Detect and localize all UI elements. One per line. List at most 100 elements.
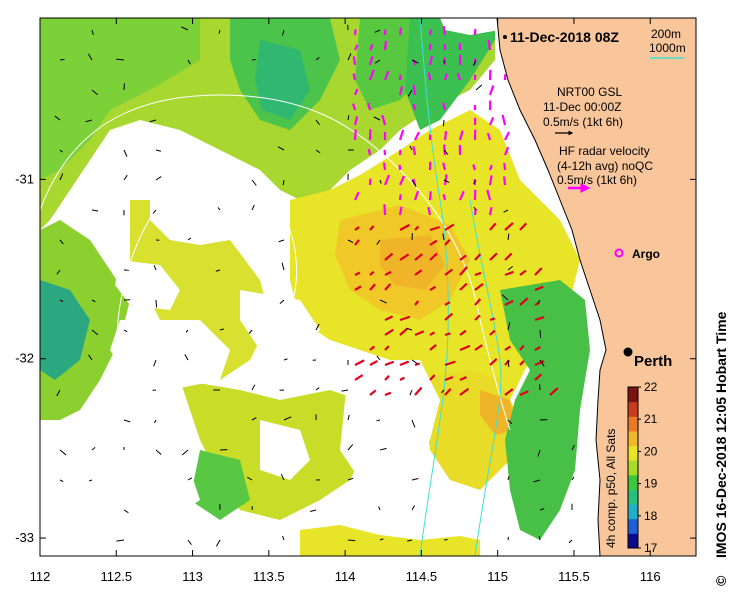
radar-velocity-arrow xyxy=(504,252,513,261)
model-velocity-arrow xyxy=(153,265,157,271)
colorbar-segment xyxy=(628,489,638,505)
radar-velocity-arrow xyxy=(429,239,438,246)
model-velocity-arrow xyxy=(507,233,510,241)
model-velocity-arrow xyxy=(59,449,67,456)
radar-velocity-arrow xyxy=(444,332,451,337)
radar-velocity-arrow xyxy=(429,331,436,336)
radar-velocity-arrow xyxy=(384,252,394,261)
y-tick-label: -32 xyxy=(15,351,34,366)
argo-label: Argo xyxy=(632,247,660,261)
radar-velocity-arrow xyxy=(504,222,514,231)
model-velocity-arrow xyxy=(507,419,513,425)
radar-velocity-arrow xyxy=(414,330,425,337)
colorbar-segment xyxy=(628,445,638,461)
model-velocity-arrow xyxy=(123,329,128,333)
model-velocity-arrow xyxy=(181,449,189,456)
radar-velocity-arrow xyxy=(353,129,357,141)
radar-velocity-arrow xyxy=(384,328,394,336)
radar-velocity-arrow xyxy=(414,362,421,367)
model-velocity-arrow xyxy=(218,29,221,34)
land-mass xyxy=(496,18,696,556)
radar-legend-line2: (4-12h avg) noQC xyxy=(557,159,653,173)
model-legend-line1: NRT00 GSL xyxy=(557,85,622,99)
model-velocity-arrow xyxy=(123,419,131,423)
radar-velocity-arrow xyxy=(352,103,357,111)
model-velocity-arrow xyxy=(315,323,320,331)
radar-velocity-arrow xyxy=(369,270,375,276)
model-velocity-arrow xyxy=(279,299,285,304)
radar-velocity-arrow xyxy=(352,56,357,66)
radar-legend-line1: HF radar velocity xyxy=(559,144,650,158)
model-velocity-arrow xyxy=(155,449,162,455)
radar-velocity-arrow xyxy=(384,375,390,381)
radar-velocity-arrow xyxy=(369,345,376,351)
model-velocity-arrow xyxy=(571,444,575,451)
model-velocity-arrow xyxy=(443,538,448,541)
model-velocity-arrow xyxy=(155,176,162,181)
radar-velocity-arrow xyxy=(474,314,481,321)
radar-velocity-arrow xyxy=(534,360,545,367)
perth-label: Perth xyxy=(634,353,672,370)
model-velocity-arrow xyxy=(155,299,158,308)
radar-velocity-arrow xyxy=(384,391,392,397)
model-legend-line3: 0.5m/s (1kt 6h) xyxy=(543,115,623,129)
model-velocity-arrow xyxy=(373,116,381,121)
depth-legend-1000m: 1000m xyxy=(649,41,686,55)
model-velocity-arrow xyxy=(91,89,98,96)
model-velocity-arrow xyxy=(472,59,477,67)
model-velocity-arrow xyxy=(538,535,541,541)
radar-velocity-arrow xyxy=(443,174,448,186)
colorbar-tick-label: 21 xyxy=(644,412,658,426)
radar-velocity-arrow xyxy=(384,345,390,351)
radar-velocity-arrow xyxy=(366,102,372,111)
radar-velocity-arrow xyxy=(486,132,492,141)
radar-velocity-arrow xyxy=(414,269,423,276)
radar-velocity-arrow xyxy=(488,117,495,126)
model-velocity-arrow xyxy=(149,119,157,123)
model-velocity-arrow xyxy=(347,414,350,421)
radar-velocity-arrow xyxy=(503,162,507,171)
radar-velocity-arrow xyxy=(444,238,451,246)
radar-velocity-arrow xyxy=(414,386,423,396)
model-velocity-arrow xyxy=(282,535,285,541)
model-velocity-arrow xyxy=(443,179,450,184)
colorbar-tick-label: 17 xyxy=(644,541,658,555)
radar-velocity-arrow xyxy=(414,300,420,306)
radar-velocity-arrow xyxy=(519,222,528,231)
x-tick-label: 115 xyxy=(487,569,508,584)
model-velocity-arrow xyxy=(341,389,349,392)
model-velocity-arrow xyxy=(54,115,61,121)
radar-velocity-arrow xyxy=(354,374,364,381)
radar-velocity-arrow xyxy=(429,343,437,351)
radar-velocity-arrow xyxy=(444,268,454,276)
model-velocity-arrow xyxy=(407,539,413,542)
argo-float-marker xyxy=(614,248,624,258)
y-tick-label: -33 xyxy=(15,530,34,545)
plot-frame xyxy=(39,17,697,557)
radar-velocity-arrow xyxy=(443,144,447,156)
model-velocity-arrow xyxy=(251,58,257,61)
radar-velocity-arrow xyxy=(413,190,420,201)
radar-velocity-arrow xyxy=(458,190,465,201)
radar-velocity-arrow xyxy=(442,25,447,36)
colorbar-frame xyxy=(627,386,639,549)
radar-velocity-arrow xyxy=(444,360,456,367)
model-velocity-arrow xyxy=(376,355,381,361)
radar-velocity-arrow xyxy=(353,88,359,96)
radar-velocity-arrow xyxy=(486,189,492,201)
model-velocity-arrow xyxy=(571,476,575,481)
model-velocity-arrow xyxy=(442,119,445,127)
model-velocity-arrow xyxy=(315,119,320,126)
model-velocity-arrow xyxy=(378,506,381,511)
model-velocity-arrow xyxy=(91,299,96,303)
radar-velocity-arrow xyxy=(519,297,529,306)
model-velocity-arrow xyxy=(155,149,162,152)
model-velocity-arrow xyxy=(347,239,354,244)
radar-velocity-arrow xyxy=(488,85,495,96)
radar-velocity-arrow xyxy=(519,344,525,351)
radar-legend-line3: 0.5m/s (1kt 6h) xyxy=(557,173,637,187)
model-velocity-arrow xyxy=(440,389,445,394)
radar-velocity-arrow xyxy=(534,285,544,292)
radar-velocity-arrow xyxy=(383,70,390,81)
